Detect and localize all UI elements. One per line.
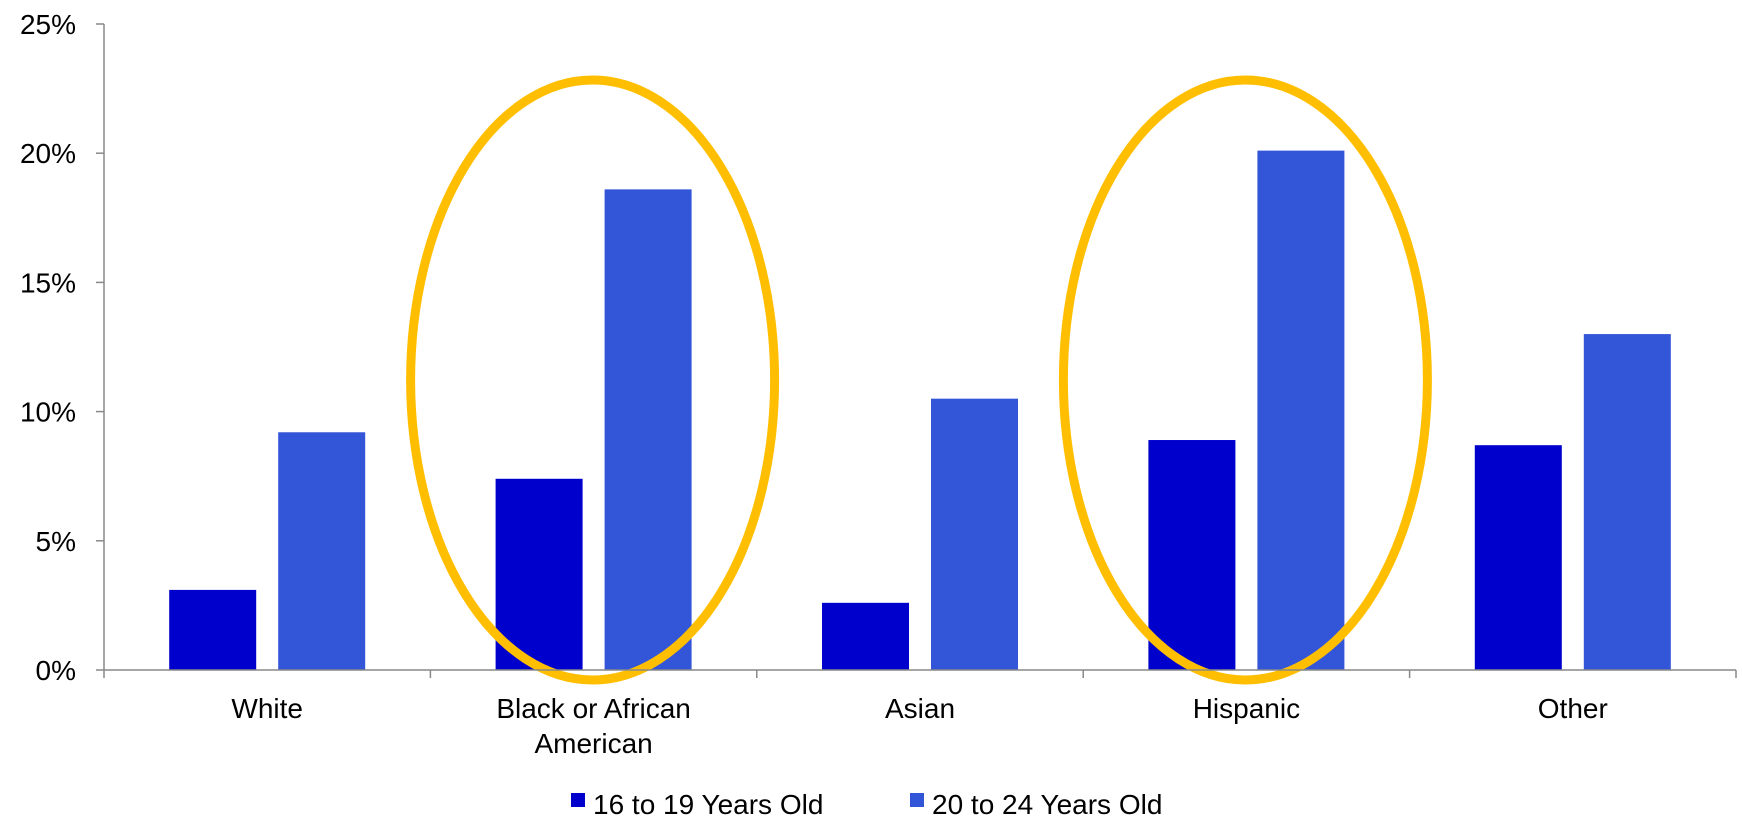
category-label-3: Hispanic	[1193, 693, 1300, 724]
bar-16-19-4	[1474, 445, 1562, 670]
category-label-line: American	[534, 728, 652, 759]
category-label-line: Black or African	[496, 693, 691, 724]
bar-20-24-0	[278, 432, 366, 670]
legend-swatch-16-19	[571, 793, 585, 807]
bars-group	[169, 150, 1671, 671]
category-label-line: Hispanic	[1193, 693, 1300, 724]
y-tick-label: 25%	[20, 9, 76, 40]
y-tick-label: 0%	[36, 655, 76, 686]
bar-16-19-2	[822, 602, 909, 670]
category-labels-group: White Black or African American Asian Hispan…	[231, 693, 1607, 759]
bar-16-19-0	[169, 589, 257, 670]
category-label-1: Black or African American	[496, 693, 691, 759]
legend: 16 to 19 Years Old 20 to 24 Years Old	[571, 789, 1162, 820]
bar-16-19-1	[495, 478, 583, 670]
highlight-ellipse-1	[406, 75, 780, 685]
bar-20-24-3	[1257, 150, 1345, 671]
category-label-0: White	[231, 693, 303, 724]
category-label-line: Asian	[885, 693, 955, 724]
y-tick-label: 20%	[20, 138, 76, 169]
category-label-2: Asian	[885, 693, 955, 724]
axes-group	[96, 23, 1737, 678]
category-label-line: Other	[1538, 693, 1608, 724]
legend-swatch-20-24	[910, 793, 924, 807]
highlight-ellipse-3	[1058, 75, 1432, 685]
y-tick-label: 5%	[36, 526, 76, 557]
legend-label-16-19: 16 to 19 Years Old	[593, 789, 823, 820]
y-ticks-group: 0% 5% 10% 15% 20% 25%	[20, 9, 76, 686]
bar-20-24-2	[931, 398, 1018, 670]
highlights-group	[406, 75, 1432, 685]
bar-20-24-1	[604, 189, 692, 670]
legend-label-20-24: 20 to 24 Years Old	[932, 789, 1162, 820]
y-tick-label: 15%	[20, 267, 76, 298]
bar-16-19-3	[1148, 440, 1236, 670]
bar-20-24-4	[1583, 334, 1671, 670]
category-label-line: White	[231, 693, 303, 724]
category-label-4: Other	[1538, 693, 1608, 724]
y-tick-label: 10%	[20, 397, 76, 428]
